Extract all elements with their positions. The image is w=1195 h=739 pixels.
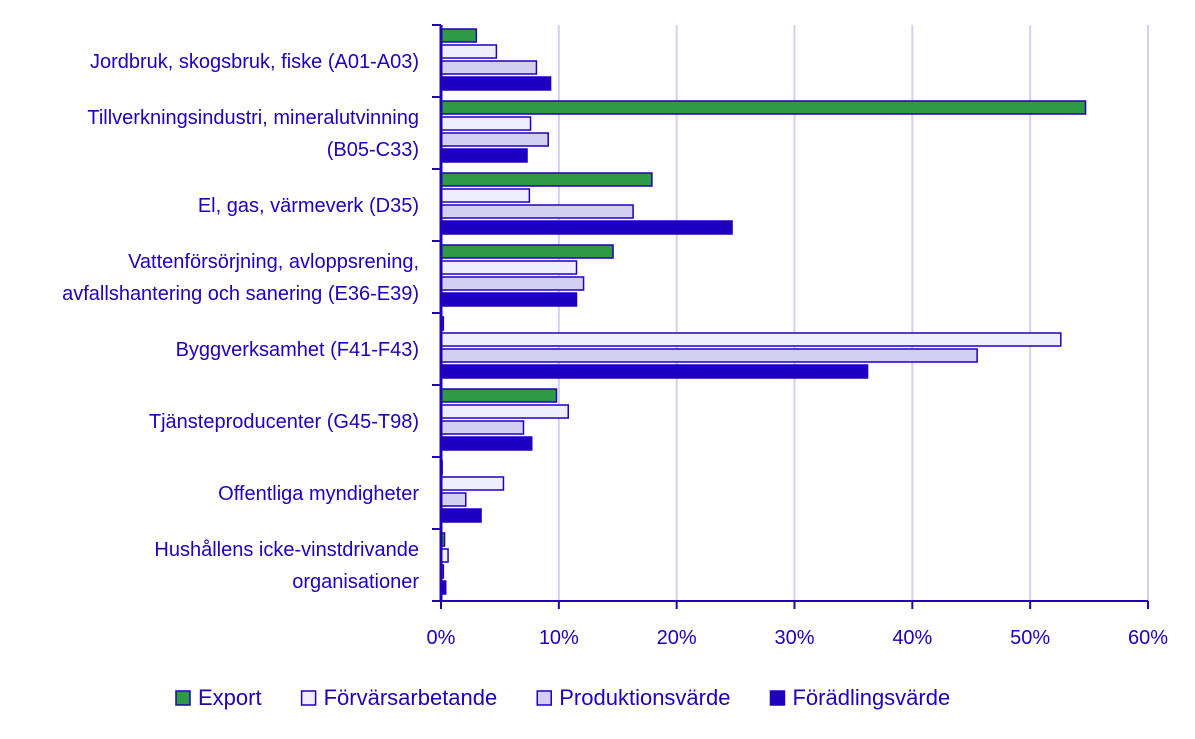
x-tick-label: 20%: [657, 627, 697, 649]
category-label: Tjänsteproducenter (G45-T98): [149, 411, 419, 433]
legend-label: Export: [198, 685, 262, 710]
bar-förvärsarbetande: [440, 332, 1062, 347]
bar-export: [440, 172, 653, 187]
bar-förädlingsvärde: [440, 508, 482, 523]
legend-swatch: [300, 690, 317, 706]
x-tick-label: 50%: [1010, 627, 1050, 649]
legend-label: Förvärsarbetande: [324, 685, 498, 710]
bar-export: [440, 100, 1087, 115]
bar-förvärsarbetande: [440, 404, 570, 419]
category-label: Vattenförsörjning, avloppsrening,: [128, 251, 419, 273]
bar-produktionsvärde: [440, 204, 634, 219]
bar-produktionsvärde: [440, 348, 978, 363]
bar-förvärsarbetande: [440, 116, 532, 131]
bar-förvärsarbetande: [440, 260, 578, 275]
bar-produktionsvärde: [440, 276, 585, 291]
category-label: (B05-C33): [327, 139, 419, 161]
bar-export: [440, 388, 558, 403]
legend-swatch: [536, 690, 552, 706]
bar-förädlingsvärde: [440, 436, 533, 451]
category-label: Offentliga myndigheter: [218, 483, 419, 505]
bar-produktionsvärde: [440, 60, 538, 75]
category-label: organisationer: [292, 571, 419, 593]
x-tick-label: 30%: [774, 627, 814, 649]
x-tick-label: 60%: [1128, 627, 1168, 649]
category-label: Byggverksamhet (F41-F43): [176, 339, 419, 361]
x-tick-label: 10%: [539, 627, 579, 649]
bar-förädlingsvärde: [440, 220, 733, 235]
bar-förädlingsvärde: [440, 76, 552, 91]
bar-export: [440, 244, 614, 259]
category-label: Jordbruk, skogsbruk, fiske (A01-A03): [90, 51, 419, 73]
x-tick-label: 0%: [427, 627, 456, 649]
legend-swatch: [769, 690, 786, 706]
bar-produktionsvärde: [440, 132, 549, 147]
bar-produktionsvärde: [440, 492, 467, 507]
category-label: avfallshantering och sanering (E36-E39): [62, 283, 419, 305]
bar-export: [440, 28, 478, 43]
x-tick-label: 40%: [892, 627, 932, 649]
bar-förvärsarbetande: [440, 44, 498, 59]
bar-förädlingsvärde: [440, 148, 528, 163]
bar-förädlingsvärde: [440, 364, 869, 379]
category-label: Hushållens icke-vinstdrivande: [154, 539, 419, 561]
bar-produktionsvärde: [440, 420, 525, 435]
legend-label: Produktionsvärde: [559, 685, 730, 710]
category-label: Tillverkningsindustri, mineralutvinning: [87, 107, 419, 129]
category-label: El, gas, värmeverk (D35): [198, 195, 419, 217]
bar-förädlingsvärde: [440, 292, 578, 307]
legend-swatch: [175, 690, 191, 706]
bar-förvärsarbetande: [440, 188, 531, 203]
bar-förvärsarbetande: [440, 476, 505, 491]
legend-label: Förädlingsvärde: [792, 685, 950, 710]
